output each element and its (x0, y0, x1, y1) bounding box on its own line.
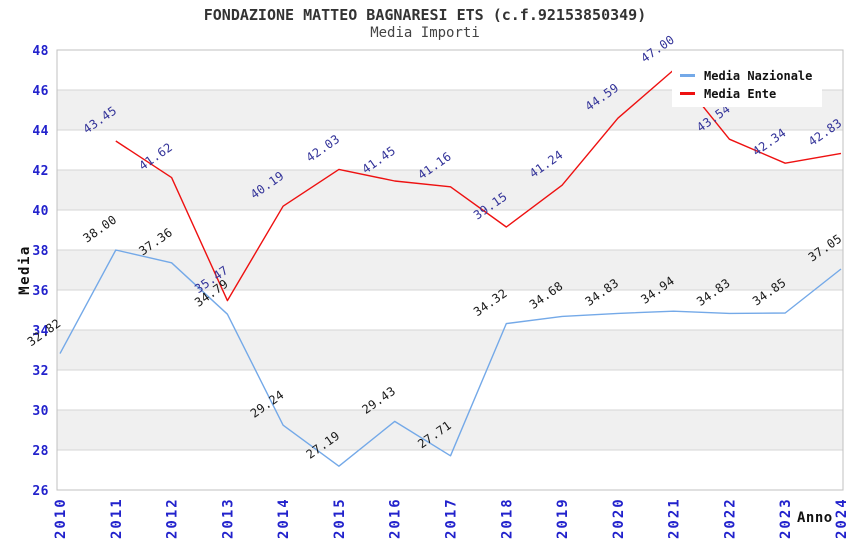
series-line-media-nazionale (59, 249, 842, 467)
grid-band (57, 410, 843, 450)
x-tick-label: 2023 (778, 497, 794, 539)
chart-title: FONDAZIONE MATTEO BAGNARESI ETS (c.f.921… (203, 6, 647, 24)
y-axis-title: Media (17, 245, 33, 295)
grid-band (57, 330, 843, 370)
x-tick-label: 2010 (53, 497, 69, 539)
y-tick-label: 26 (32, 484, 49, 499)
legend-swatch-media-ente (680, 92, 695, 95)
y-tick-label: 32 (32, 364, 49, 379)
x-tick-label: 2011 (109, 497, 125, 539)
grid-band (57, 210, 843, 250)
legend-item-media-ente: Media Ente (680, 86, 812, 101)
x-axis-title: Anno (797, 510, 833, 526)
plot-border (56, 49, 844, 491)
x-tick-label: 2022 (722, 497, 738, 539)
y-tick-label: 48 (32, 44, 49, 59)
x-tick-label: 2021 (667, 497, 683, 539)
x-tick-label: 2014 (276, 497, 292, 539)
x-tick-label: 2012 (165, 497, 181, 539)
x-tick-label: 2019 (555, 497, 571, 539)
legend-box: Media Nazionale Media Ente (672, 64, 823, 107)
grid-band (57, 290, 843, 330)
x-tick-label: 2015 (332, 497, 348, 539)
y-tick-label: 36 (32, 284, 49, 299)
legend-label-media-ente: Media Ente (704, 86, 777, 101)
x-tick-label: 2024 (834, 497, 850, 539)
legend-swatch-media-nazionale (680, 74, 695, 77)
grid-band (57, 450, 843, 490)
y-tick-label: 42 (32, 164, 49, 179)
x-tick-label: 2020 (611, 497, 627, 539)
x-tick-label: 2016 (388, 497, 404, 539)
y-tick-label: 38 (32, 244, 49, 259)
legend-label-media-nazionale: Media Nazionale (704, 68, 813, 83)
grid-band (57, 370, 843, 410)
grid-band (57, 170, 843, 210)
y-tick-label: 34 (32, 324, 49, 339)
grid-band (57, 250, 843, 290)
x-tick-label: 2017 (444, 497, 460, 539)
y-tick-label: 44 (32, 124, 49, 139)
grid-band (57, 130, 843, 170)
x-tick-label: 2013 (220, 497, 236, 539)
x-tick-label: 2018 (499, 497, 515, 539)
y-tick-label: 40 (32, 204, 49, 219)
y-tick-label: 46 (32, 84, 49, 99)
y-tick-label: 28 (32, 444, 49, 459)
y-tick-label: 30 (32, 404, 49, 419)
chart-subtitle: Media Importi (370, 25, 480, 41)
series-line-media-ente (115, 69, 842, 302)
legend-item-media-nazionale: Media Nazionale (680, 68, 812, 83)
